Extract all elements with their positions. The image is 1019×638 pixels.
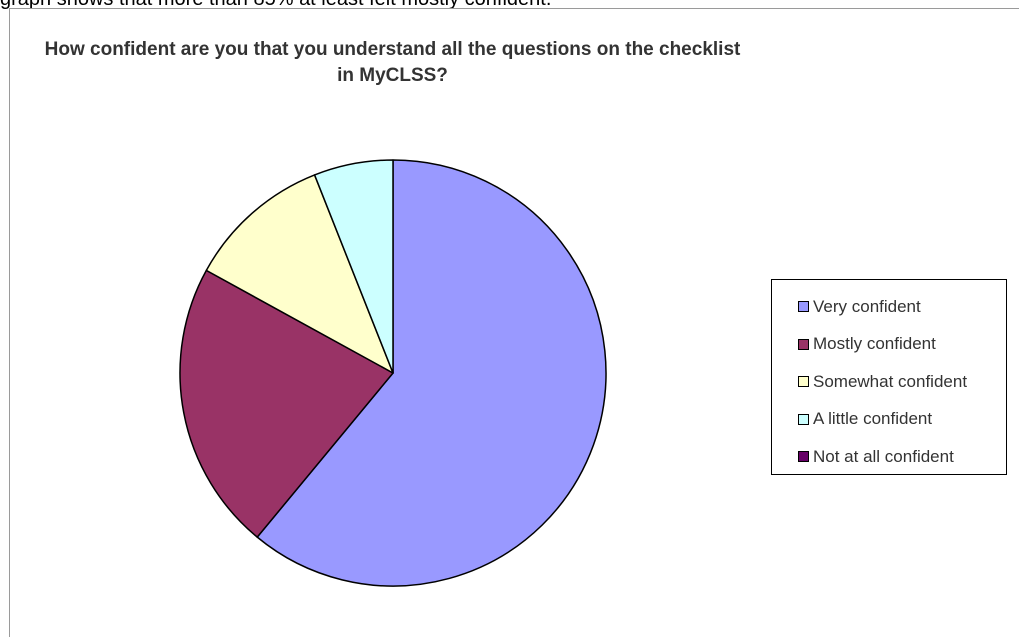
legend-swatch-somewhat-confident [798,376,809,388]
legend-swatch-a-little-confident [798,413,809,425]
legend-item-a-little-confident: A little confident [772,401,1006,439]
intro-text: graph shows that more than 85% at least … [0,0,1019,11]
legend-item-mostly-confident: Mostly confident [772,326,1006,364]
pie-slice-very-confident [256,159,607,587]
legend-item-somewhat-confident: Somewhat confident [772,363,1006,401]
legend-swatch-mostly-confident [798,338,809,350]
legend-swatch-not-at-all-confident [798,451,809,463]
legend-swatch-very-confident [798,301,809,313]
legend-label-a-little-confident: A little confident [813,409,933,429]
chart-legend: Very confident Mostly confident Somewhat… [771,279,1007,475]
pie-slice-mostly-confident [179,269,394,538]
pie-slice-somewhat-confident [205,174,394,374]
legend-label-not-at-all-confident: Not at all confident [813,446,954,466]
pie-slice-a-little-confident [313,159,394,374]
legend-item-not-at-all-confident: Not at all confident [772,438,1006,476]
chart-title: How confident are you that you understan… [10,37,775,89]
chart-area: How confident are you that you understan… [9,8,1019,637]
pie-chart [179,159,607,587]
legend-label-mostly-confident: Mostly confident [813,334,936,354]
legend-item-very-confident: Very confident [772,288,1006,326]
legend-label-somewhat-confident: Somewhat confident [813,371,968,391]
chart-title-line-1: How confident are you that you understan… [44,39,741,60]
legend-label-very-confident: Very confident [813,296,921,316]
chart-title-line-2: in MyCLSS? [337,65,448,86]
